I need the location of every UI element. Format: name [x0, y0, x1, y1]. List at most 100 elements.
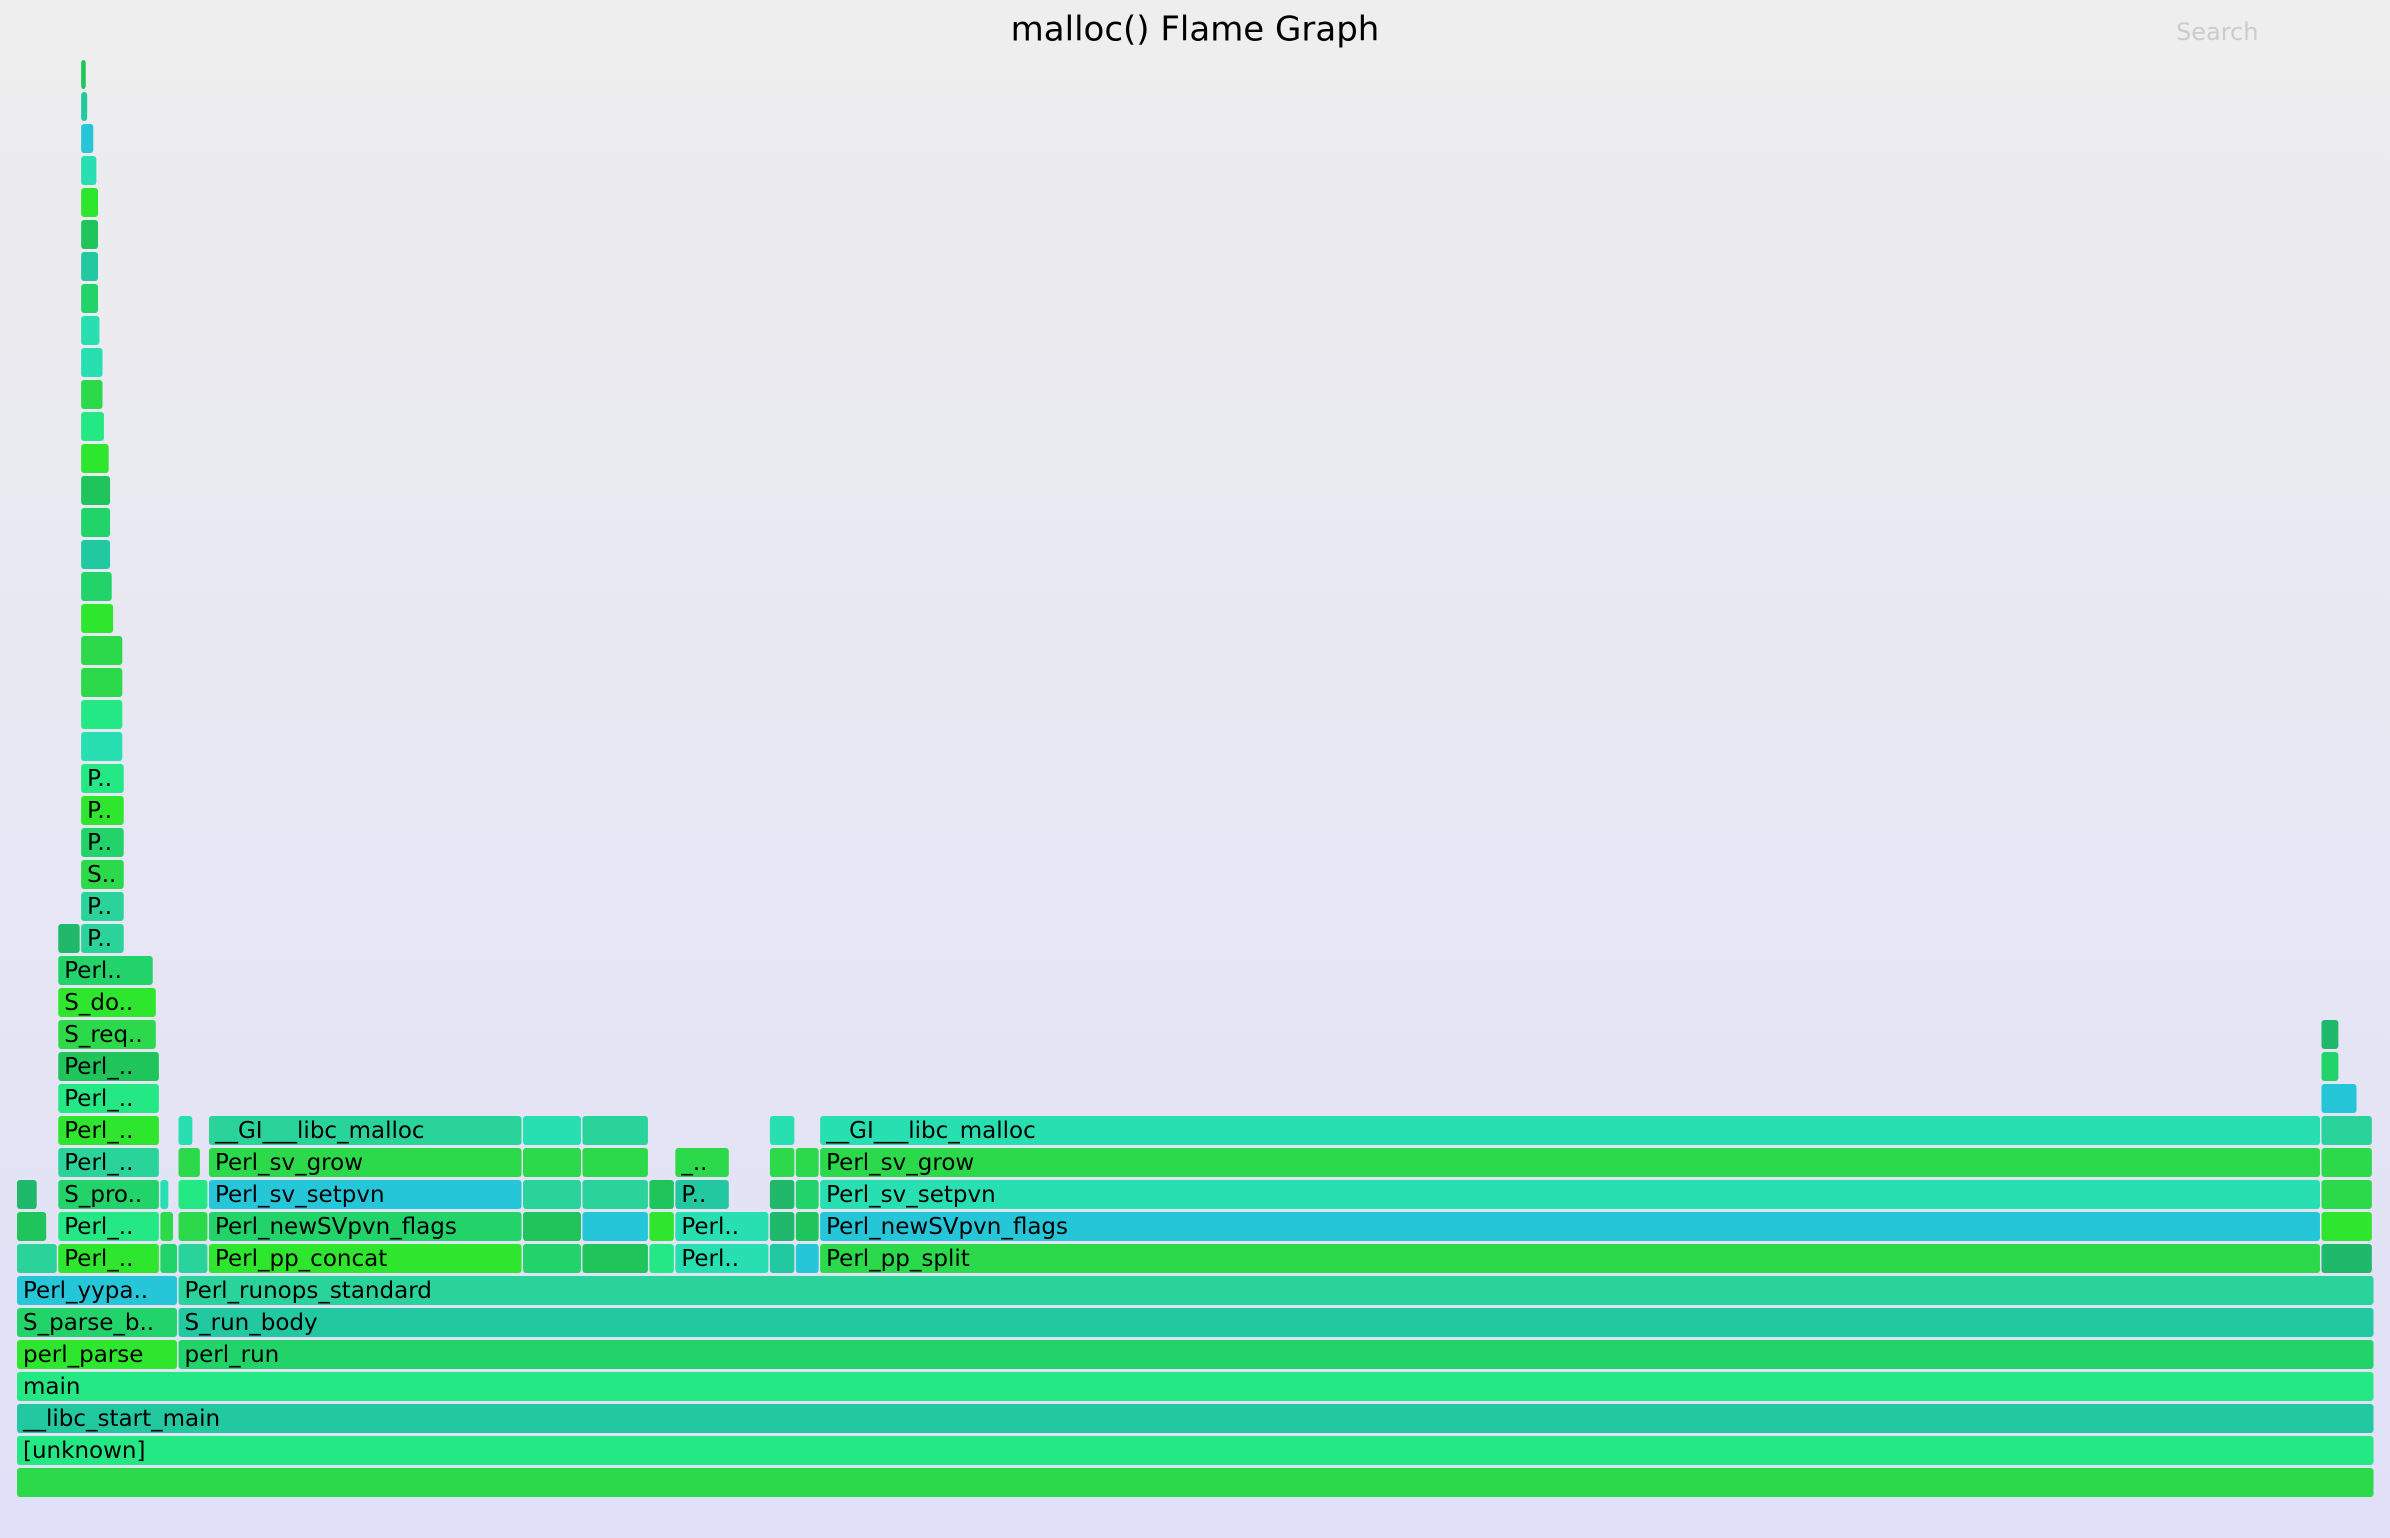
- frame-label: P..: [87, 894, 112, 920]
- frame-label: P..: [87, 926, 112, 952]
- frame: [81, 412, 104, 441]
- frame-label: Perl_sv_setpvn: [826, 1182, 996, 1208]
- frame: [160, 1180, 169, 1209]
- frame: [81, 892, 124, 921]
- frame: [17, 1340, 178, 1369]
- frame: [582, 1148, 648, 1177]
- search-button[interactable]: Search: [2176, 18, 2258, 46]
- frame: [208, 1116, 522, 1145]
- frame: [81, 252, 99, 281]
- frame-label: S_run_body: [185, 1310, 318, 1336]
- frame-label: S_do..: [64, 990, 133, 1016]
- frame-label: S..: [87, 862, 116, 888]
- frame: [523, 1244, 581, 1273]
- frame: [17, 1372, 2374, 1401]
- frame: [81, 764, 124, 793]
- frame: [2321, 1084, 2357, 1113]
- frame: [769, 1180, 795, 1209]
- frame: [769, 1212, 795, 1241]
- frame: [649, 1244, 674, 1273]
- frame: [820, 1180, 2320, 1209]
- frame: [160, 1244, 178, 1273]
- frame-label: _..: [680, 1150, 707, 1176]
- frame: [58, 1244, 159, 1273]
- frame-label: Perl_..: [64, 1086, 133, 1112]
- frame: [208, 1180, 522, 1209]
- frame: [820, 1148, 2320, 1177]
- frame: [81, 156, 97, 185]
- frame: [178, 1212, 208, 1241]
- frame: [81, 540, 111, 569]
- frame: [2321, 1148, 2372, 1177]
- frame: [582, 1180, 648, 1209]
- frame: [178, 1148, 200, 1177]
- frame: [769, 1116, 795, 1145]
- frame: [17, 1212, 47, 1241]
- frame-label: S_req..: [64, 1022, 142, 1048]
- frame: [649, 1180, 674, 1209]
- frame-label: Perl_..: [64, 1118, 133, 1144]
- frame-label: Perl_..: [64, 1246, 133, 1272]
- frame: [178, 1308, 2374, 1337]
- frame-label: Perl_pp_concat: [215, 1246, 387, 1272]
- frame: [649, 1212, 674, 1241]
- frame: [81, 348, 103, 377]
- frame: [2321, 1116, 2372, 1145]
- chart-title: malloc() Flame Graph: [1011, 10, 1380, 50]
- frame-label: Perl..: [681, 1214, 739, 1240]
- frame: [58, 1116, 159, 1145]
- frame: [820, 1244, 2320, 1273]
- frame-label: Perl_..: [64, 1054, 133, 1080]
- frame: [17, 1180, 37, 1209]
- frame: [208, 1244, 522, 1273]
- frame-label: perl_run: [185, 1342, 280, 1368]
- frame: [81, 668, 123, 697]
- frame: [178, 1340, 2374, 1369]
- frame: [81, 284, 99, 313]
- frame: [795, 1180, 819, 1209]
- frame: [2321, 1052, 2339, 1081]
- frame: [769, 1148, 795, 1177]
- frame: [81, 924, 124, 953]
- frame-label: S_parse_b..: [23, 1310, 154, 1336]
- frame-label: [unknown]: [23, 1438, 145, 1464]
- frame: [2321, 1212, 2372, 1241]
- frame: [81, 636, 123, 665]
- frame-label: Perl_..: [64, 1150, 133, 1176]
- frame: [58, 988, 156, 1017]
- frame: [17, 1468, 2374, 1497]
- frame-label: Perl_..: [64, 1214, 133, 1240]
- frame-label: Perl..: [681, 1246, 739, 1272]
- frame: [675, 1212, 769, 1241]
- frame: [795, 1148, 819, 1177]
- frame-label: __GI___libc_malloc: [825, 1118, 1036, 1144]
- frame: [58, 1212, 159, 1241]
- frame: [769, 1244, 795, 1273]
- frame-label: P..: [87, 830, 112, 856]
- frame-label: Perl_sv_grow: [826, 1150, 974, 1176]
- frame-label: Perl_newSVpvn_flags: [826, 1214, 1068, 1240]
- frame: [17, 1276, 178, 1305]
- frame: [523, 1116, 581, 1145]
- frame: [675, 1180, 729, 1209]
- frame-label: Perl_yypa..: [23, 1278, 148, 1304]
- frame: [81, 92, 88, 121]
- frame-label: P..: [87, 766, 112, 792]
- frame: [17, 1244, 57, 1273]
- frame-label: S_pro..: [64, 1182, 142, 1208]
- frame: [523, 1180, 581, 1209]
- frame: [81, 476, 111, 505]
- frame: [178, 1116, 193, 1145]
- frame-label: Perl_pp_split: [826, 1246, 970, 1272]
- frame: [178, 1244, 208, 1273]
- frame: [523, 1212, 581, 1241]
- frame: [81, 444, 109, 473]
- frame-label: Perl_sv_setpvn: [215, 1182, 385, 1208]
- frame: [17, 1404, 2374, 1433]
- frame: [178, 1180, 208, 1209]
- frame: [81, 124, 94, 153]
- frame: [17, 1308, 178, 1337]
- frame: [178, 1276, 2374, 1305]
- frame: [820, 1212, 2320, 1241]
